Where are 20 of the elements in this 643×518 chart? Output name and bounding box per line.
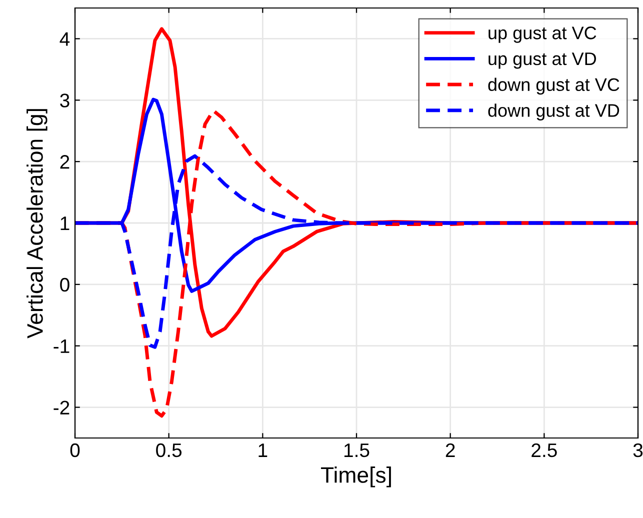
x-tick-label: 1.5 [344,444,370,458]
y-tick-label: 1 [60,216,70,230]
legend-label: up gust at VC [488,26,596,43]
x-axis-title: Time[s] [321,466,391,488]
y-tick-label: 3 [60,94,70,108]
x-tick-label: 0 [70,443,80,458]
y-tick-label: 4 [60,32,70,46]
x-tick-label: 2.5 [532,443,557,458]
y-tick-label: 2 [60,155,70,169]
y-axis-title: Vertical Acceleration [g] [26,109,48,338]
y-tick-label: -1 [54,340,70,353]
y-tick-label: -2 [54,400,70,414]
legend-label: down gust at VC [488,78,620,95]
y-tick-label: 0 [60,278,70,292]
legend-label: down gust at VD [488,104,620,120]
legend-label: up gust at VD [488,52,596,69]
x-tick-label: 3 [633,443,643,458]
x-tick-label: 1 [258,444,268,457]
x-tick-label: 2 [446,443,455,457]
x-tick-label: 0.5 [156,443,182,458]
